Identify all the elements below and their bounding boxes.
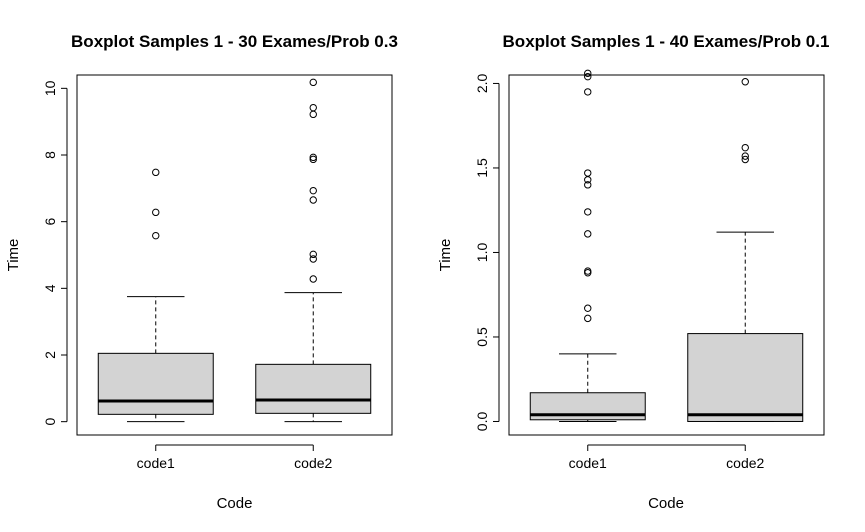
outlier-point (309, 196, 317, 204)
outlier-point (309, 155, 317, 164)
chart2-title: Boxplot Samples 1 - 40 Exames/Prob 0.1 (503, 32, 830, 51)
y-tick-label: 4 (42, 284, 58, 292)
chart1-marks: 0 2 4 6 8 10 code1 code2 (42, 78, 372, 471)
outlier-point (584, 304, 592, 312)
outlier-point (741, 152, 749, 160)
outlier-point (584, 72, 592, 81)
outlier-point (309, 250, 317, 259)
outlier-point (309, 255, 317, 263)
y-tick-label: 2.0 (474, 74, 490, 94)
chart1-title: Boxplot Samples 1 - 30 Exames/Prob 0.3 (71, 32, 398, 51)
y-tick-label: 1.5 (474, 158, 490, 178)
y-tick-label: 10 (42, 80, 58, 96)
box-code2 (687, 333, 804, 422)
outlier-point (584, 69, 592, 78)
x-tick-label: code1 (569, 455, 607, 471)
chart2-plot-frame (508, 74, 825, 436)
outlier-point (584, 314, 592, 323)
outlier-point (309, 78, 317, 87)
outlier-point (309, 103, 317, 112)
box-code2 (255, 363, 372, 414)
outlier-point (584, 181, 592, 189)
chart2-xlabel: Code (648, 495, 684, 512)
chart2-marks: 0.0 0.5 1.0 1.5 2.0 code1 code2 (474, 69, 804, 471)
chart2-ylabel: Time (437, 239, 454, 272)
outlier-point (309, 110, 317, 119)
y-tick-label: 0.5 (474, 327, 490, 347)
outlier-point (741, 143, 749, 152)
chart1-ylabel: Time (5, 239, 22, 272)
y-tick-label: 2 (42, 351, 58, 359)
outlier-point (584, 230, 592, 238)
outlier-point (309, 186, 317, 195)
outlier-point (152, 208, 160, 217)
y-tick-label: 8 (42, 151, 58, 159)
outlier-point (741, 155, 749, 164)
chart1-plot-frame (76, 74, 393, 436)
x-tick-label: code2 (294, 455, 332, 471)
x-tick-label: code1 (137, 455, 175, 471)
outlier-point (152, 231, 160, 240)
x-tick-label: code2 (726, 455, 764, 471)
y-tick-label: 0.0 (474, 412, 490, 432)
outlier-point (584, 88, 592, 96)
outlier-point (152, 168, 160, 177)
outlier-point (741, 78, 749, 86)
outlier-point (584, 169, 592, 177)
chart1-xlabel: Code (217, 495, 253, 512)
outlier-point (309, 153, 317, 162)
y-tick-label: 1.0 (474, 243, 490, 263)
outlier-point (584, 208, 592, 216)
outlier-point (309, 275, 317, 283)
y-tick-label: 0 (42, 418, 58, 426)
y-tick-label: 6 (42, 218, 58, 226)
box-code1 (97, 352, 214, 415)
outlier-point (584, 267, 592, 275)
